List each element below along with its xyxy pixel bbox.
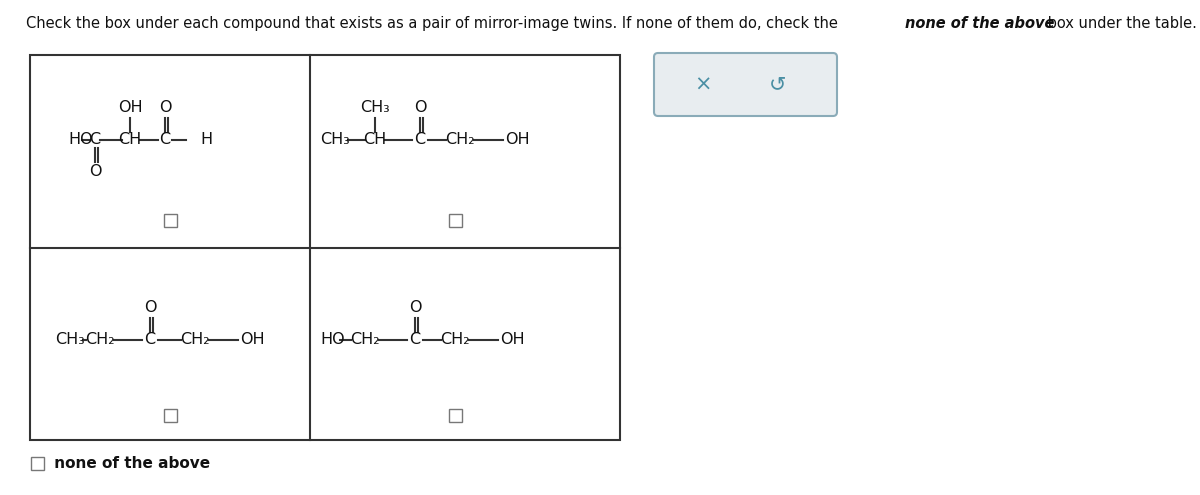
Text: O: O (89, 164, 101, 180)
Text: CH₃: CH₃ (55, 333, 85, 347)
Text: CH₂: CH₂ (445, 133, 475, 148)
Text: HO: HO (68, 133, 92, 148)
Text: C: C (409, 333, 420, 347)
Text: CH₂: CH₂ (350, 333, 379, 347)
Text: OH: OH (500, 333, 524, 347)
Text: O: O (158, 100, 172, 115)
Text: CH₂: CH₂ (85, 333, 115, 347)
Text: ↺: ↺ (769, 75, 787, 95)
Text: CH: CH (364, 133, 386, 148)
Text: C: C (160, 133, 170, 148)
Text: box under the table.: box under the table. (1043, 16, 1196, 31)
Bar (30, 456, 43, 469)
Text: none of the above: none of the above (905, 16, 1054, 31)
Bar (449, 213, 462, 227)
Text: H: H (200, 133, 212, 148)
Text: OH: OH (240, 333, 265, 347)
Text: CH₃: CH₃ (360, 100, 390, 115)
Text: OH: OH (505, 133, 529, 148)
Bar (163, 408, 176, 422)
Text: C: C (414, 133, 426, 148)
Bar (163, 213, 176, 227)
Text: O: O (144, 300, 156, 315)
Text: CH₃: CH₃ (320, 133, 349, 148)
Text: OH: OH (118, 100, 143, 115)
Text: CH₂: CH₂ (440, 333, 469, 347)
Text: ×: × (695, 75, 712, 95)
Text: O: O (409, 300, 421, 315)
Text: C: C (144, 333, 156, 347)
Text: O: O (414, 100, 426, 115)
Text: none of the above: none of the above (49, 455, 210, 471)
Text: C: C (90, 133, 101, 148)
FancyBboxPatch shape (654, 53, 838, 116)
Text: CH: CH (119, 133, 142, 148)
Text: HO: HO (320, 333, 344, 347)
Bar (449, 408, 462, 422)
Text: Check the box under each compound that exists as a pair of mirror-image twins. I: Check the box under each compound that e… (26, 16, 842, 31)
Text: CH₂: CH₂ (180, 333, 210, 347)
Bar (30, 55, 620, 440)
